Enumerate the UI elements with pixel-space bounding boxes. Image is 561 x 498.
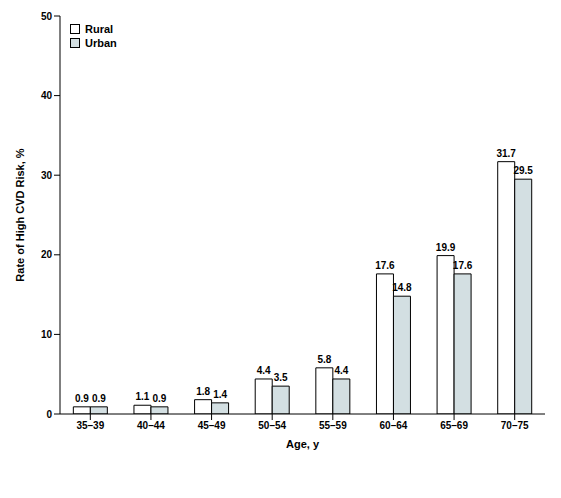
svg-text:4.4: 4.4 [334, 365, 348, 376]
svg-text:0.9: 0.9 [75, 393, 89, 404]
svg-text:30: 30 [41, 170, 53, 181]
svg-text:0: 0 [46, 409, 52, 420]
svg-text:0.9: 0.9 [92, 393, 106, 404]
svg-text:10: 10 [41, 329, 53, 340]
svg-text:31.7: 31.7 [496, 148, 516, 159]
svg-text:1.4: 1.4 [213, 389, 227, 400]
svg-text:50: 50 [41, 11, 53, 22]
svg-text:5.8: 5.8 [317, 354, 331, 365]
svg-text:17.6: 17.6 [453, 260, 473, 271]
svg-text:0.9: 0.9 [153, 393, 167, 404]
svg-text:65–69: 65–69 [440, 420, 468, 431]
svg-text:35–39: 35–39 [76, 420, 104, 431]
svg-text:14.8: 14.8 [392, 282, 412, 293]
svg-text:1.8: 1.8 [196, 386, 210, 397]
svg-text:45–49: 45–49 [198, 420, 226, 431]
svg-text:55–59: 55–59 [319, 420, 347, 431]
svg-text:3.5: 3.5 [274, 372, 288, 383]
svg-text:4.4: 4.4 [257, 365, 271, 376]
svg-text:19.9: 19.9 [436, 242, 456, 253]
svg-text:Age, y: Age, y [286, 438, 320, 450]
html-text:Urban: Urban [85, 37, 117, 49]
svg-text:50–54: 50–54 [258, 420, 286, 431]
svg-text:20: 20 [41, 249, 53, 260]
svg-text:17.6: 17.6 [375, 260, 395, 271]
svg-text:40: 40 [41, 90, 53, 101]
html-text:Rural: Rural [85, 23, 114, 35]
svg-text:60–64: 60–64 [380, 420, 408, 431]
svg-text:29.5: 29.5 [513, 165, 533, 176]
svg-text:Rate of High CVD Risk, %: Rate of High CVD Risk, % [14, 148, 26, 281]
svg-text:70–75: 70–75 [501, 420, 529, 431]
svg-text:1.1: 1.1 [136, 391, 150, 402]
svg-text:40–44: 40–44 [137, 420, 165, 431]
